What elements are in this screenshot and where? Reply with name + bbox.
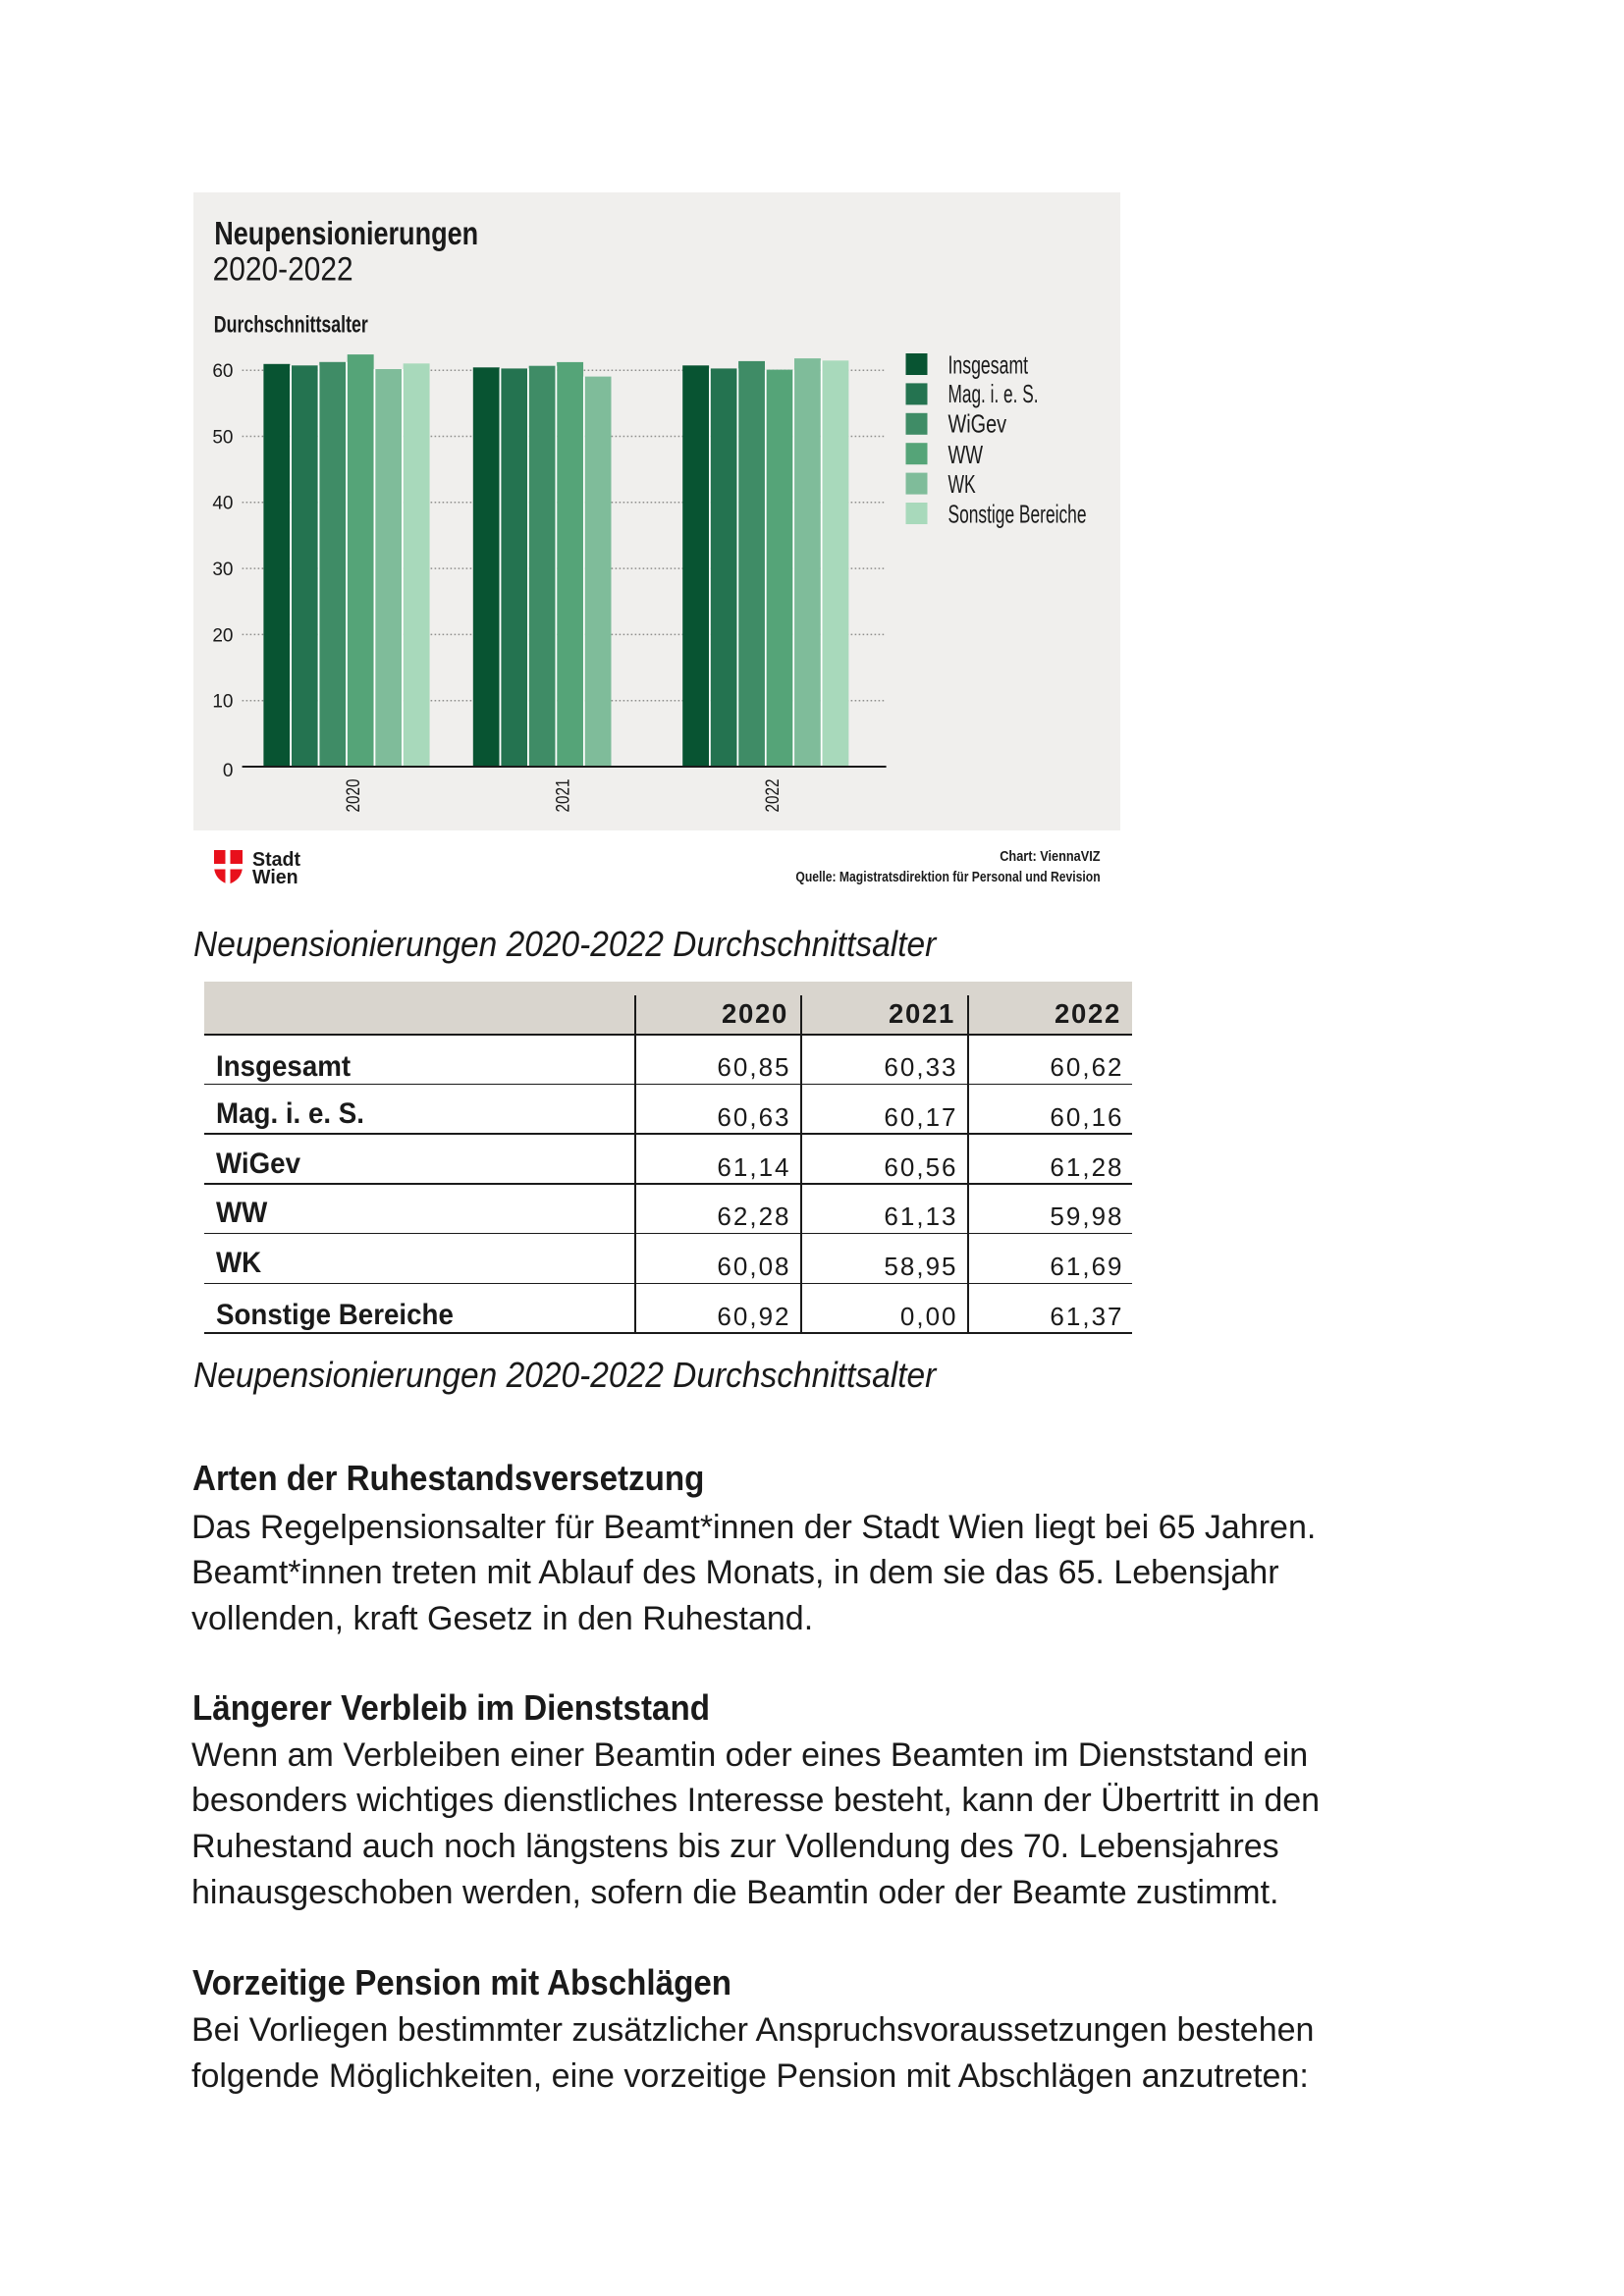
svg-text:30: 30 [212,560,233,580]
svg-text:Sonstige Bereiche: Sonstige Bereiche [948,499,1087,528]
svg-text:WK: WK [948,469,977,499]
svg-text:2022: 2022 [763,779,784,813]
svg-text:WiGev: WiGev [948,408,1007,438]
svg-text:2020-2022: 2020-2022 [213,251,353,289]
svg-text:40: 40 [212,494,233,514]
svg-text:Mag. i. e. S.: Mag. i. e. S. [948,379,1039,408]
svg-text:50: 50 [212,427,233,448]
svg-text:2020: 2020 [344,779,364,813]
svg-text:Durchschnittsalter: Durchschnittsalter [214,312,368,339]
svg-text:20: 20 [212,625,233,646]
svg-text:WW: WW [948,440,984,469]
svg-text:Neupensionierungen: Neupensionierungen [214,216,478,252]
svg-text:Insgesamt: Insgesamt [948,349,1029,379]
svg-text:10: 10 [212,692,233,713]
svg-text:60: 60 [212,361,233,382]
svg-text:0: 0 [223,761,234,781]
svg-text:2021: 2021 [553,779,573,813]
